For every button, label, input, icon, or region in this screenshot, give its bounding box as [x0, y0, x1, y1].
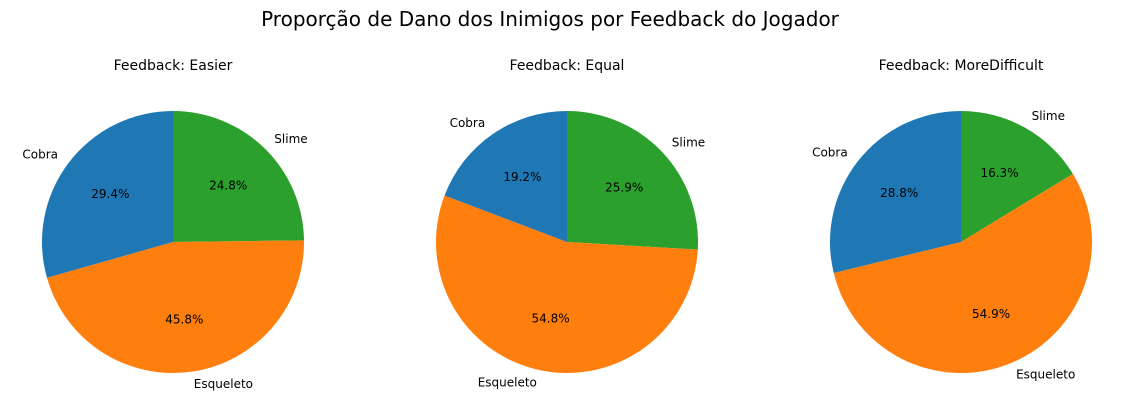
- slice-percent-cobra: 29.4%: [91, 187, 129, 201]
- pie-slice-slime: [567, 111, 699, 250]
- slice-label-esqueleto: Esqueleto: [1016, 368, 1075, 382]
- slice-percent-cobra: 19.2%: [503, 170, 541, 184]
- figure-title: Proporção de Dano dos Inimigos por Feedb…: [261, 7, 840, 31]
- slice-label-cobra: Cobra: [22, 148, 58, 162]
- slice-label-esqueleto: Esqueleto: [194, 377, 253, 391]
- slice-label-slime: Slime: [1032, 109, 1065, 123]
- pie-slice-cobra: [444, 111, 567, 242]
- pie-slice-slime: [173, 110, 304, 242]
- slice-percent-esqueleto: 45.8%: [165, 312, 203, 326]
- pie-title-moredifficult: Feedback: MoreDifficult: [879, 58, 1044, 74]
- slice-percent-slime: 16.3%: [980, 166, 1018, 180]
- slice-percent-esqueleto: 54.8%: [532, 311, 570, 325]
- slice-label-esqueleto: Esqueleto: [478, 375, 537, 389]
- pie-slice-slime: [961, 111, 1073, 242]
- slice-label-cobra: Cobra: [812, 146, 848, 160]
- pie-title-easier: Feedback: Easier: [114, 58, 233, 74]
- pie-slice-esqueleto: [436, 195, 698, 374]
- slice-percent-slime: 24.8%: [209, 179, 247, 193]
- pie-chart-equal: Feedback: Equal Slime 25.9% Esqueleto 54.8% C…: [436, 58, 705, 389]
- slice-percent-slime: 25.9%: [605, 181, 643, 195]
- slice-percent-cobra: 28.8%: [880, 186, 918, 200]
- slice-label-cobra: Cobra: [450, 116, 486, 130]
- pie-slice-esqueleto: [46, 240, 305, 374]
- pie-slice-esqueleto: [833, 173, 1093, 374]
- pie-slice-cobra: [830, 111, 961, 273]
- pie-slice-cobra: [41, 111, 174, 278]
- pie-title-equal: Feedback: Equal: [510, 58, 625, 74]
- pie-chart-easier: Feedback: Easier Slime 24.8% Esqueleto 45.8%…: [22, 58, 307, 391]
- slice-percent-esqueleto: 54.9%: [972, 307, 1010, 321]
- pie-chart-moredifficult: Feedback: MoreDifficult Slime 16.3% Esquele…: [812, 58, 1093, 382]
- slice-label-slime: Slime: [274, 132, 307, 146]
- slice-label-slime: Slime: [672, 136, 705, 150]
